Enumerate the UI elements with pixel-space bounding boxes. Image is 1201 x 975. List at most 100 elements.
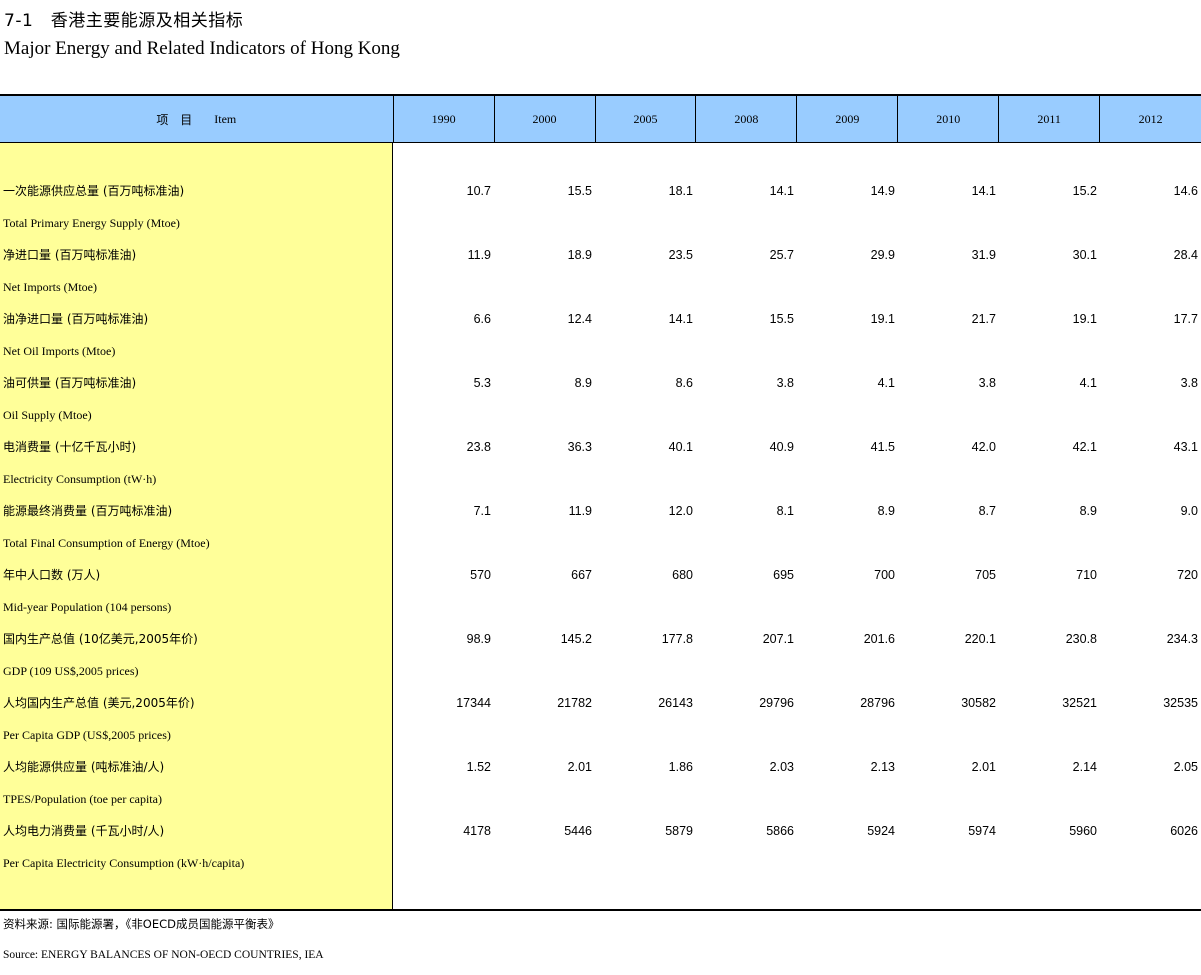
table-cell-value: 31.9 xyxy=(971,248,996,262)
table-cell-value: 15.2 xyxy=(1072,184,1097,198)
table-cell-value: 36.3 xyxy=(567,440,592,454)
table-cell-value: 98.9 xyxy=(466,632,491,646)
table-cell-value: 15.5 xyxy=(769,312,794,326)
table-cell-value: 3.8 xyxy=(776,376,794,390)
row-label-en: Oil Supply (Mtoe) xyxy=(3,408,92,422)
table-cell-value: 201.6 xyxy=(863,632,895,646)
table-cell-value: 5.3 xyxy=(473,376,491,390)
table-cell-value: 8.9 xyxy=(1079,504,1097,518)
table-cell-value: 40.9 xyxy=(769,440,794,454)
table-cell-value: 42.0 xyxy=(971,440,996,454)
table-cell-value: 6026 xyxy=(1170,824,1198,838)
table-cell-value: 177.8 xyxy=(661,632,693,646)
table-cell-value: 2.01 xyxy=(971,760,996,774)
row-label-cn: 人均能源供应量 (吨标准油/人) xyxy=(3,760,165,774)
row-label-cn: 电消费量 (十亿千瓦小时) xyxy=(3,440,137,454)
header-item-cell: 项 目 Item xyxy=(0,96,393,142)
table-cell-value: 3.8 xyxy=(1180,376,1198,390)
row-label-en: Per Capita GDP (US$,2005 prices) xyxy=(3,728,171,742)
table-cell-value: 17.7 xyxy=(1173,312,1198,326)
table-cell-value: 705 xyxy=(975,568,996,582)
table-cell-value: 30582 xyxy=(961,696,996,710)
table-cell-value: 2.01 xyxy=(567,760,592,774)
table-cell-value: 23.5 xyxy=(668,248,693,262)
table-cell-value: 11.9 xyxy=(467,248,491,262)
table-bottom-rule xyxy=(0,909,1201,911)
table-cell-value: 570 xyxy=(470,568,491,582)
table-cell-value: 230.8 xyxy=(1065,632,1097,646)
row-label-en: Net Imports (Mtoe) xyxy=(3,280,97,294)
table-cell-value: 18.1 xyxy=(668,184,693,198)
header-year-2011: 2011 xyxy=(998,96,1099,142)
table-cell-value: 21782 xyxy=(557,696,592,710)
header-year-1990: 1990 xyxy=(392,96,494,142)
row-label-cn: 能源最终消费量 (百万吨标准油) xyxy=(3,504,173,518)
table-cell-value: 14.6 xyxy=(1173,184,1198,198)
table-cell-value: 10.7 xyxy=(466,184,491,198)
page-title-en: Major Energy and Related Indicators of H… xyxy=(4,38,400,59)
table-cell-value: 21.7 xyxy=(971,312,996,326)
row-label-en: TPES/Population (toe per capita) xyxy=(3,792,162,806)
table-cell-value: 4.1 xyxy=(877,376,895,390)
table-cell-value: 8.9 xyxy=(574,376,592,390)
table-cell-value: 28796 xyxy=(860,696,895,710)
row-label-en: GDP (109 US$,2005 prices) xyxy=(3,664,139,678)
table-cell-value: 5974 xyxy=(968,824,996,838)
table-cell-value: 7.1 xyxy=(473,504,491,518)
row-label-en: Total Primary Energy Supply (Mtoe) xyxy=(3,216,180,230)
row-label-cn: 净进口量 (百万吨标准油) xyxy=(3,248,137,262)
table-cell-value: 5866 xyxy=(766,824,794,838)
header-item-cn: 项 目 xyxy=(156,112,197,127)
table-cell-value: 19.1 xyxy=(870,312,895,326)
table-cell-value: 4.1 xyxy=(1079,376,1097,390)
row-label-cn: 人均电力消费量 (千瓦小时/人) xyxy=(3,824,165,838)
table-cell-value: 30.1 xyxy=(1072,248,1097,262)
row-label-en: Mid-year Population (104 persons) xyxy=(3,600,172,614)
table-cell-value: 720 xyxy=(1177,568,1198,582)
row-label-cn: 一次能源供应总量 (百万吨标准油) xyxy=(3,184,185,198)
table-header-row: 项 目 Item 1990 2000 2005 2008 2009 2010 2… xyxy=(0,96,1201,142)
source-note-cn: 资料来源: 国际能源署，《非OECD成员国能源平衡表》 xyxy=(3,917,280,931)
table-cell-value: 5924 xyxy=(867,824,895,838)
header-year-2005: 2005 xyxy=(594,96,696,142)
table-cell-value: 43.1 xyxy=(1173,440,1198,454)
table-cell-value: 3.8 xyxy=(978,376,996,390)
header-year-2000: 2000 xyxy=(493,96,595,142)
table-cell-value: 11.9 xyxy=(568,504,592,518)
row-label-en: Net Oil Imports (Mtoe) xyxy=(3,344,116,358)
table-cell-value: 6.6 xyxy=(473,312,491,326)
table-cell-value: 14.1 xyxy=(668,312,693,326)
table-cell-value: 12.4 xyxy=(567,312,592,326)
row-label-en: Total Final Consumption of Energy (Mtoe) xyxy=(3,536,210,550)
row-label-en: Electricity Consumption (tW·h) xyxy=(3,472,157,486)
table-cell-value: 15.5 xyxy=(567,184,592,198)
label-column-divider xyxy=(392,143,393,909)
table-cell-value: 23.8 xyxy=(466,440,491,454)
table-top-rule xyxy=(0,94,1201,96)
table-cell-value: 207.1 xyxy=(762,632,794,646)
table-cell-value: 234.3 xyxy=(1166,632,1198,646)
table-cell-value: 26143 xyxy=(658,696,693,710)
label-column-background xyxy=(0,143,392,909)
table-cell-value: 17344 xyxy=(456,696,491,710)
table-cell-value: 680 xyxy=(672,568,693,582)
table-cell-value: 8.9 xyxy=(877,504,895,518)
table-cell-value: 28.4 xyxy=(1173,248,1198,262)
table-cell-value: 2.14 xyxy=(1072,760,1097,774)
table-cell-value: 220.1 xyxy=(964,632,996,646)
table-cell-value: 667 xyxy=(571,568,592,582)
table-cell-value: 14.1 xyxy=(769,184,794,198)
table-cell-value: 2.13 xyxy=(870,760,895,774)
page-title-cn: 7-1 香港主要能源及相关指标 xyxy=(4,11,244,31)
row-label-cn: 人均国内生产总值 (美元,2005年价) xyxy=(3,696,195,710)
row-label-cn: 油可供量 (百万吨标准油) xyxy=(3,376,137,390)
table-cell-value: 710 xyxy=(1076,568,1097,582)
header-year-2010: 2010 xyxy=(897,96,998,142)
table-cell-value: 5446 xyxy=(564,824,592,838)
header-bottom-rule xyxy=(0,142,1201,143)
row-label-cn: 油净进口量 (百万吨标准油) xyxy=(3,312,149,326)
table-cell-value: 2.05 xyxy=(1173,760,1198,774)
table-cell-value: 1.86 xyxy=(668,760,693,774)
table-cell-value: 5960 xyxy=(1069,824,1097,838)
source-note-en: Source: ENERGY BALANCES OF NON-OECD COUN… xyxy=(3,949,324,961)
